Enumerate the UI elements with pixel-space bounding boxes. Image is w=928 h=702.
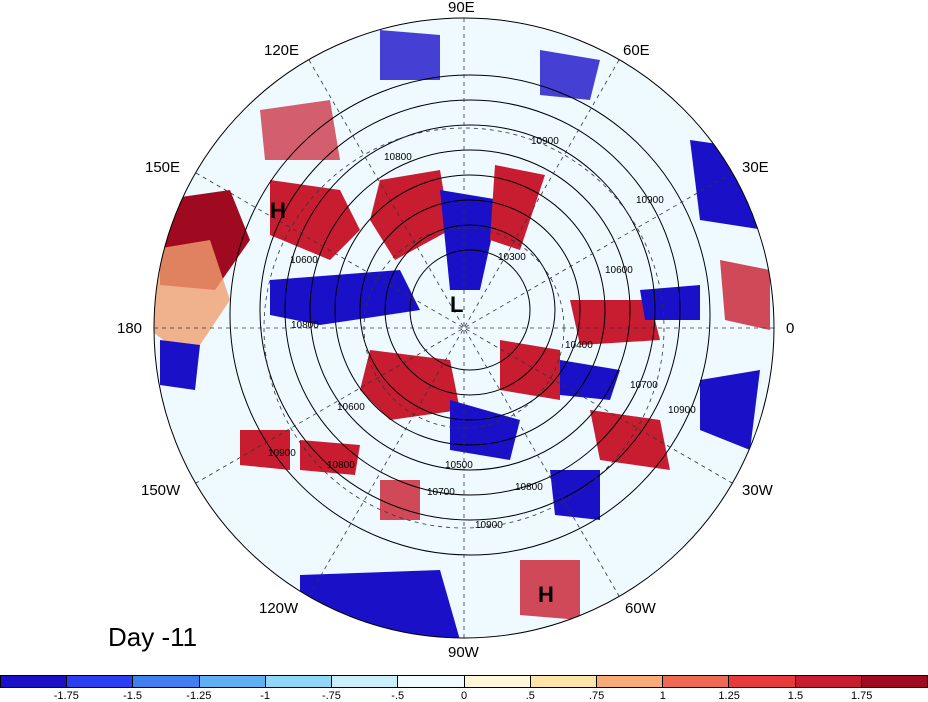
colorbar-tick-label: .75 [588, 690, 605, 702]
colorbar-tick-label: -.75 [321, 690, 341, 702]
colorbar-swatch [265, 676, 333, 687]
colorbar-swatch [1, 676, 68, 687]
graticule [154, 18, 774, 638]
colorbar-swatch [332, 676, 399, 687]
contour-label: 10300 [498, 252, 526, 263]
colorbar-swatch [199, 676, 266, 687]
contour-label: 10600 [605, 265, 633, 276]
lon-label-90e: 90E [448, 0, 475, 16]
lon-label-60e: 60E [623, 42, 650, 59]
lon-label-180: 180 [117, 320, 143, 337]
colorbar-swatch [596, 676, 664, 687]
contour-label: 10800 [291, 320, 319, 331]
colorbar-tick-label: -1 [260, 690, 271, 702]
colorbar-swatch [861, 676, 928, 687]
contour-label: 10900 [475, 520, 503, 531]
lon-label-150w: 150W [141, 482, 181, 499]
colorbar-swatch [795, 676, 862, 687]
contour-label: 10500 [445, 460, 473, 471]
colorbar-tick-label: 1.5 [787, 690, 804, 702]
lon-label-30e: 30E [742, 159, 769, 176]
colorbar-tick-label: 1.75 [850, 690, 873, 702]
lon-label-0: 0 [786, 320, 795, 337]
contour-label: 10600 [290, 255, 318, 266]
lon-label-30w: 30W [742, 482, 773, 499]
contour-label: 10900 [268, 448, 296, 459]
high-pressure-marker: H [538, 582, 554, 607]
contour-label: 10600 [337, 402, 365, 413]
colorbar-tick-label: 1.25 [718, 690, 740, 702]
contour-label: 10900 [636, 195, 664, 206]
contour-label: 10900 [531, 136, 559, 147]
panel-title: Day -11 [108, 622, 198, 652]
contour-label: 10800 [384, 152, 412, 163]
colorbar-tick-label: .5 [525, 690, 535, 702]
low-pressure-marker: L [450, 292, 464, 317]
colorbar-tick-label: -.5 [391, 690, 405, 702]
colorbar [0, 675, 928, 688]
colorbar-swatch [530, 676, 597, 687]
colorbar-tick-label: 0 [460, 690, 468, 702]
height-contours [229, 74, 711, 556]
high-pressure-marker: H [270, 198, 286, 223]
lon-label-60w: 60W [625, 600, 656, 617]
colorbar-tick-label: -1.25 [186, 690, 212, 702]
lon-label-120w: 120W [259, 600, 299, 617]
colorbar-swatch [67, 676, 134, 687]
lon-label-150e: 150E [145, 159, 181, 176]
colorbar-tick-label: 1 [659, 690, 666, 702]
colorbar-tick-label: -1.5 [123, 690, 143, 702]
contour-label: 10900 [668, 405, 696, 416]
colorbar-swatch [464, 676, 531, 687]
contour-label: 10400 [565, 340, 593, 351]
lon-label-90w: 90W [448, 644, 479, 661]
lon-label-120e: 120E [264, 42, 300, 59]
colorbar-tick-label: -1.75 [53, 690, 79, 702]
contour-label: 10700 [630, 380, 658, 391]
contour-label: 10800 [327, 460, 355, 471]
colorbar-swatch [133, 676, 200, 687]
colorbar-swatch [729, 676, 796, 687]
contour-label: 10700 [427, 487, 455, 498]
colorbar-swatch [663, 676, 730, 687]
colorbar-swatch [398, 676, 465, 687]
contour-label: 10800 [515, 482, 543, 493]
